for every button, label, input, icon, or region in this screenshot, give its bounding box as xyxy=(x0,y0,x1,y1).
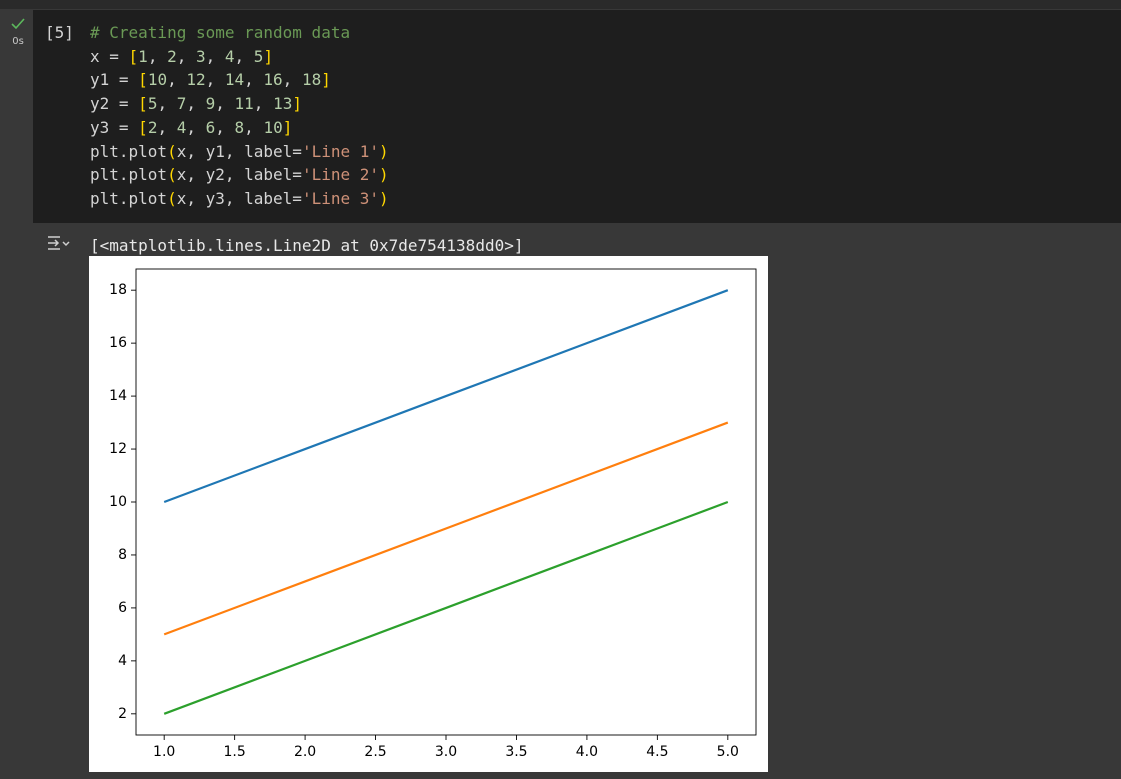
code-line: plt.plot(x, y3, label='Line 3') xyxy=(90,188,389,208)
y-tick-label: 6 xyxy=(118,600,127,616)
code-line: y2 = [5, 7, 9, 11, 13] xyxy=(90,94,302,114)
x-tick-label: 4.0 xyxy=(576,744,598,760)
y-tick-label: 8 xyxy=(118,547,127,563)
y-tick-label: 2 xyxy=(118,706,127,722)
code-line: x = [1, 2, 3, 4, 5] xyxy=(90,46,274,66)
y-tick-label: 16 xyxy=(109,335,127,351)
output-toggle-icon[interactable] xyxy=(46,234,72,252)
series-line xyxy=(163,289,729,504)
x-tick-label: 1.0 xyxy=(153,744,175,760)
output-text: [<matplotlib.lines.Line2D at 0x7de754138… xyxy=(90,236,524,255)
run-time: 0s xyxy=(12,36,24,47)
top-bar xyxy=(0,0,1121,9)
y-tick-label: 12 xyxy=(109,441,127,457)
x-tick-label: 2.5 xyxy=(364,744,386,760)
code-line: y1 = [10, 12, 14, 16, 18] xyxy=(90,70,331,90)
code-line: y3 = [2, 4, 6, 8, 10] xyxy=(90,117,293,137)
code-line: plt.plot(x, y1, label='Line 1') xyxy=(90,141,389,161)
run-check-icon xyxy=(11,18,25,30)
x-tick-label: 1.5 xyxy=(224,744,246,760)
x-tick-label: 5.0 xyxy=(717,744,739,760)
y-tick-label: 4 xyxy=(118,653,127,669)
y-tick-label: 10 xyxy=(109,494,127,510)
axes-frame xyxy=(135,268,757,736)
y-tick-label: 18 xyxy=(109,282,127,298)
plot-image: 2 4 6 8 10 12 14 16 18 1.0 1.5 2.0 2.5 3.0 3.5 4.0 4.5 5.… xyxy=(89,256,768,772)
x-tick-label: 2.0 xyxy=(294,744,316,760)
code-line: # Creating some random data xyxy=(90,23,351,42)
code-line: plt.plot(x, y2, label='Line 2') xyxy=(90,165,389,185)
execution-count: [5] xyxy=(45,23,74,42)
code-cell[interactable] xyxy=(33,10,1121,223)
y-tick-label: 14 xyxy=(109,388,127,404)
series-line xyxy=(163,500,729,715)
x-tick-label: 4.5 xyxy=(646,744,668,760)
x-tick-label: 3.0 xyxy=(435,744,457,760)
chart: 2 4 6 8 10 12 14 16 18 1.0 1.5 2.0 2.5 3.0 3.5 4.0 4.5 5.… xyxy=(109,268,757,760)
x-tick-label: 3.5 xyxy=(505,744,527,760)
series-line xyxy=(163,421,729,636)
